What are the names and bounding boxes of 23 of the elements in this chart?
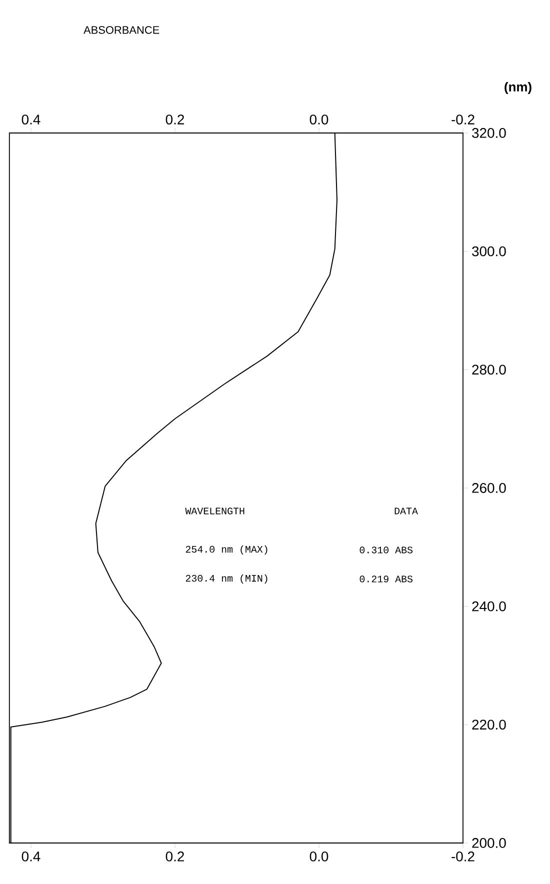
annotation: 0.219 ABS bbox=[360, 576, 413, 582]
x-tick-label: 0.2 bbox=[166, 852, 184, 862]
y-axis-title: (nm) bbox=[504, 82, 532, 94]
annotation: WAVELENGTH bbox=[185, 508, 244, 514]
y-tick-label: 240.0 bbox=[472, 601, 506, 612]
y-tick-label: 280.0 bbox=[472, 364, 506, 375]
y-tick-label: 300.0 bbox=[472, 246, 506, 256]
x-tick-label: 0.4 bbox=[22, 852, 40, 862]
y-tick-label: 220.0 bbox=[472, 720, 506, 730]
y-tick-label: 260.0 bbox=[472, 483, 506, 493]
y-tick-label: 200.0 bbox=[472, 838, 506, 848]
y-tick-label: 320.0 bbox=[472, 128, 506, 138]
x2-tick-label: 0.2 bbox=[166, 114, 184, 124]
chart-title: ABSORBANCE bbox=[84, 26, 160, 34]
x2-tick-label: -0.2 bbox=[452, 114, 474, 124]
annotation: 0.310 ABS bbox=[360, 546, 413, 554]
annotation: DATA bbox=[394, 508, 418, 514]
x2-tick-label: 0.0 bbox=[310, 114, 328, 124]
x-tick-label: 0.0 bbox=[310, 852, 328, 862]
x2-tick-label: 0.4 bbox=[22, 114, 40, 124]
annotation: 254.0 nm (MAX) bbox=[186, 545, 268, 555]
x-tick-label: -0.2 bbox=[452, 852, 474, 862]
annotation: 230.4 nm (MIN) bbox=[186, 574, 268, 584]
